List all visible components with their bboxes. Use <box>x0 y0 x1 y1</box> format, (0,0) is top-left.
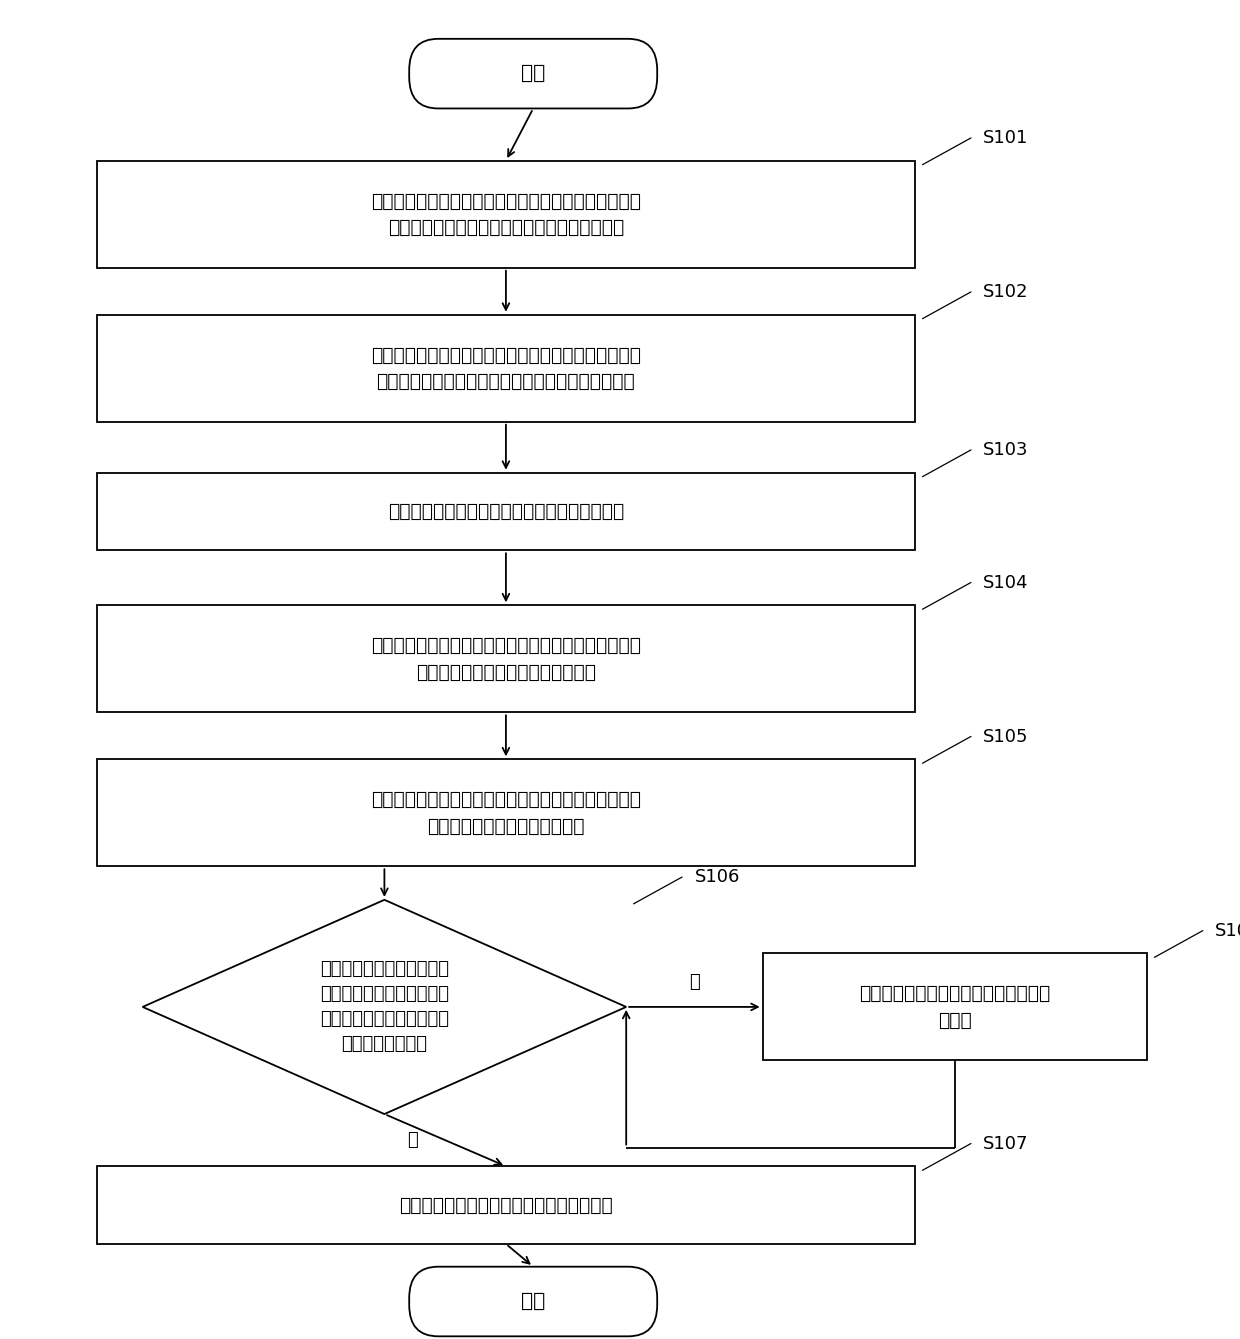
Text: S106: S106 <box>694 869 740 886</box>
Text: 根据所述蒸散发数据计算得到作物水分胁迫指数: 根据所述蒸散发数据计算得到作物水分胁迫指数 <box>388 502 624 521</box>
Text: S104: S104 <box>983 574 1029 592</box>
Polygon shape <box>143 900 626 1114</box>
Bar <box>97 161 915 268</box>
Text: S105: S105 <box>983 728 1029 746</box>
Text: 开始: 开始 <box>521 64 546 83</box>
Text: S103: S103 <box>983 442 1029 459</box>
Text: 判定建立的所述水分胁迫等级划分标准正确: 判定建立的所述水分胁迫等级划分标准正确 <box>399 1196 613 1214</box>
Text: 否: 否 <box>689 973 699 991</box>
Bar <box>97 605 915 712</box>
Bar <box>97 1166 915 1244</box>
Text: S108: S108 <box>1215 923 1240 940</box>
Text: 判断所述实测水分胁迫等级
是否与和所述实测干旱指标
相同的预设干旱指标对应的
水分胁迫等级一致: 判断所述实测水分胁迫等级 是否与和所述实测干旱指标 相同的预设干旱指标对应的 水… <box>320 960 449 1054</box>
Text: S102: S102 <box>983 284 1029 301</box>
Text: 将所述地表特征参数以及所述水分胁迫因子引入建立的
蒸散发估算模型，以得到所述目标区域的蒸散发数据: 将所述地表特征参数以及所述水分胁迫因子引入建立的 蒸散发估算模型，以得到所述目标… <box>371 345 641 391</box>
Text: 根据所述实测数据获得实测干旱指标，并根据所述实测
干旱指标获得实测水分胁迫等级: 根据所述实测数据获得实测干旱指标，并根据所述实测 干旱指标获得实测水分胁迫等级 <box>371 790 641 836</box>
Text: 结束: 结束 <box>521 1292 546 1311</box>
Bar <box>97 759 915 866</box>
Text: 获取目标区域的卫星遥感数据及实测数据，根据所述卫
星遥感数据获得地表特征参数以及水分胁迫因子: 获取目标区域的卫星遥感数据及实测数据，根据所述卫 星遥感数据获得地表特征参数以及… <box>371 191 641 237</box>
Text: 是: 是 <box>407 1131 418 1149</box>
Bar <box>97 473 915 550</box>
Text: 对建立的所述水分胁迫等级划分标准进
行修正: 对建立的所述水分胁迫等级划分标准进 行修正 <box>859 984 1050 1030</box>
Bar <box>763 953 1147 1060</box>
FancyBboxPatch shape <box>409 39 657 108</box>
Text: S101: S101 <box>983 130 1029 147</box>
Text: 根据所述预设干旱指标的旱情分级标准建立基于所述水
分胁迫指数的水分胁迫等级划分标准: 根据所述预设干旱指标的旱情分级标准建立基于所述水 分胁迫指数的水分胁迫等级划分标… <box>371 636 641 682</box>
Bar <box>97 315 915 422</box>
Text: S107: S107 <box>983 1135 1029 1153</box>
FancyBboxPatch shape <box>409 1267 657 1336</box>
